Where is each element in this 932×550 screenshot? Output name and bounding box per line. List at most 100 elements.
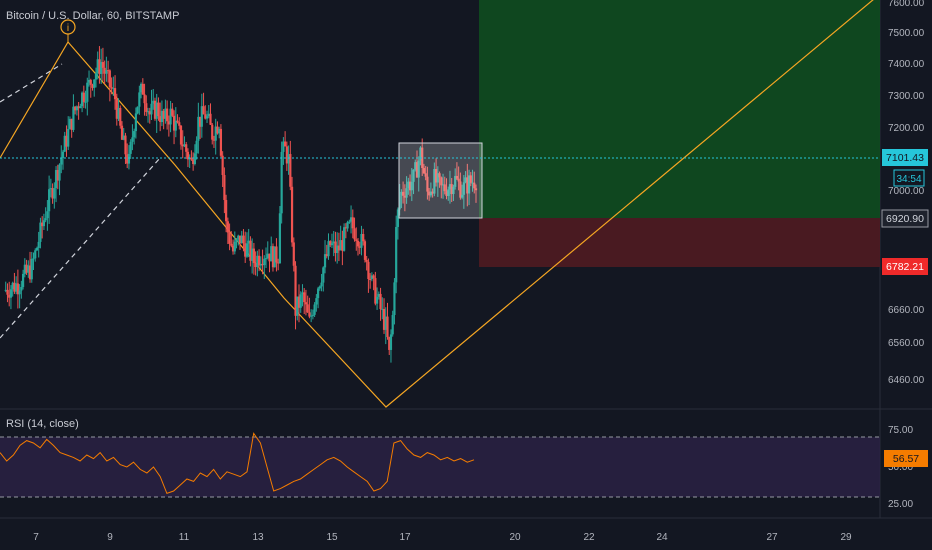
candle-body [454,175,457,187]
price-tick: 6460.00 [888,375,925,386]
time-tick: 29 [840,532,852,543]
candle-body [15,283,18,292]
candle-body [93,79,96,88]
candle-body [277,262,280,264]
candle-body [119,107,122,126]
candle-body [186,151,190,160]
candle-body [290,186,294,243]
candle-body [134,113,137,132]
candle-body [282,141,285,152]
price-tick: 6660.00 [888,305,925,316]
candle-body [297,296,301,308]
candle-body [110,87,113,89]
candle-body [323,254,327,268]
candle-body [391,315,394,335]
candle-body [25,264,28,273]
candle-body [336,245,339,254]
candle-body [426,176,429,192]
rsi-line[interactable] [0,432,475,495]
candle-body [9,289,13,298]
candle-body [172,115,176,131]
candle-body [429,191,432,196]
candle-body [264,258,268,260]
candle-body [337,245,341,251]
candle-body [462,182,465,195]
candle-body [396,209,400,227]
rsi-value: 56.57 [893,453,919,465]
candle-body [65,135,68,147]
candle-body [433,168,436,194]
candle-body [133,131,136,138]
dashed-trendline-upper[interactable] [0,63,63,103]
candle-body [450,184,453,195]
candle-body [292,242,295,266]
candle-body [212,139,216,141]
time-tick: 22 [583,532,595,543]
candle-body [308,312,311,317]
candle-body [228,232,231,244]
candle-body [200,106,203,127]
candle-body [174,120,177,131]
candle-body [148,111,151,115]
time-tick: 15 [326,532,338,543]
time-tick: 13 [252,532,264,543]
candle-body [318,286,321,289]
candle-body [256,255,259,268]
candle-body [386,316,389,338]
candle-body [108,70,111,88]
candle-body [205,116,209,119]
candle-body [270,246,273,262]
candle-body [202,106,205,115]
price-axis[interactable]: 7600.00 7500.00 7400.00 7300.00 7200.00 … [888,0,925,386]
candle-body [70,118,73,130]
candle-body [261,263,264,266]
countdown-value: 34:54 [896,174,921,185]
rsi-indicator-label[interactable]: RSI (14, close) [6,418,79,430]
candle-body [296,296,299,316]
candle-body [39,222,42,242]
candle-body [289,154,292,187]
candle-body [343,227,346,251]
candle-body [304,302,308,305]
price-tick: 7600.00 [888,0,925,9]
candle-body [422,168,426,174]
candle-body [306,304,309,313]
candle-body [242,235,245,244]
profit-zone[interactable] [479,0,880,218]
candle-body [112,88,115,90]
candle-body [334,241,337,254]
candle-body [447,189,450,196]
candle-body [67,128,70,147]
candle-body [28,265,32,280]
candle-body [178,122,181,126]
time-tick: 24 [656,532,668,543]
candle-body [252,248,255,264]
candle-body [72,106,75,130]
candle-body [381,308,384,310]
candle-body [80,92,84,107]
candle-body [11,282,14,290]
dashed-trendline-lower[interactable] [0,157,161,339]
candle-body [339,240,342,251]
time-axis[interactable]: 7 9 11 13 15 17 20 22 24 27 29 [33,532,852,543]
time-tick: 20 [509,532,521,543]
candle-body [185,144,188,152]
candle-body [273,246,276,268]
candle-body [91,84,94,88]
candle-body [330,243,334,246]
candle-body [159,116,162,123]
price-tick: 7400.00 [888,59,925,70]
loss-zone[interactable] [479,218,880,267]
candle-body [86,82,89,102]
rsi-tick-75: 75.00 [888,425,913,436]
candlestick-series[interactable] [4,46,478,363]
entry-price-badge [881,209,929,228]
candle-body [365,259,368,262]
candle-body [459,181,462,198]
candle-body [405,188,408,198]
candle-body [245,243,249,257]
consolidation-box[interactable] [398,142,483,219]
candle-body [164,108,167,119]
candle-body [251,248,254,261]
